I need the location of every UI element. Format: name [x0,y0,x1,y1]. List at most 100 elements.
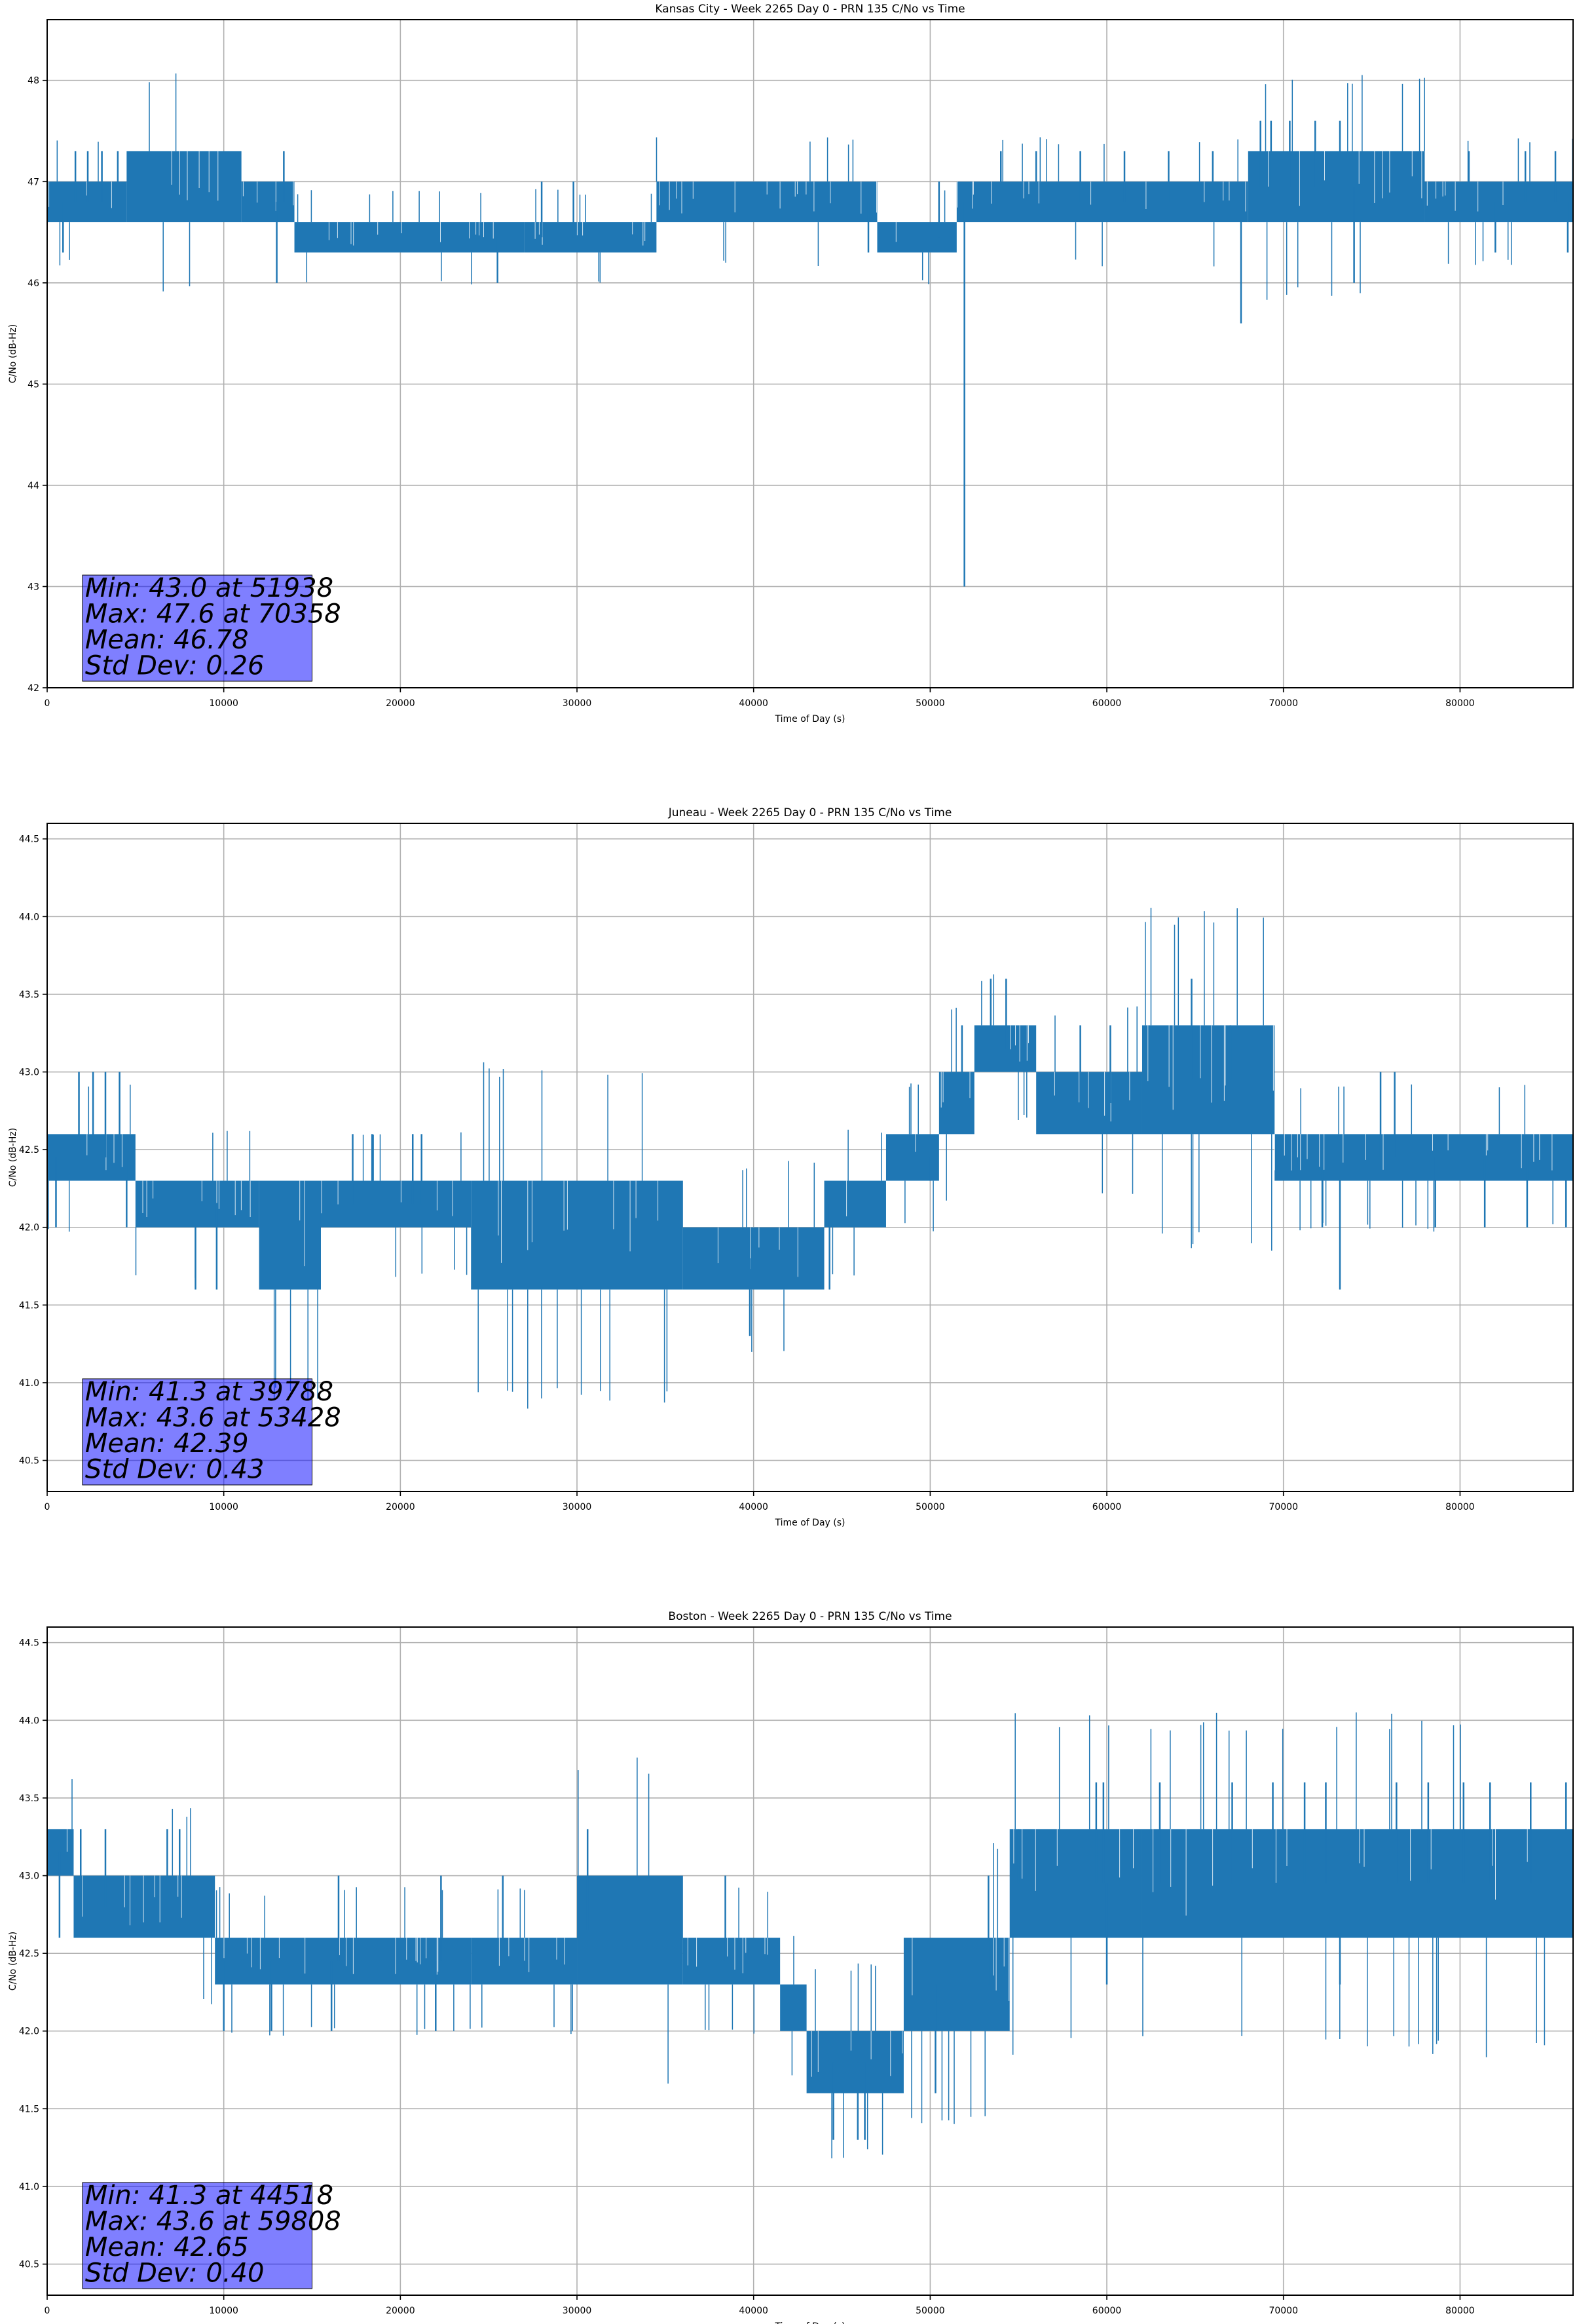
axes-frame [46,19,1574,688]
data-band [126,151,242,223]
y-tick-label: 42.0 [19,1223,39,1233]
x-tick-label: 0 [45,698,50,709]
data-band [1274,1134,1573,1181]
data-band [1141,1829,1573,1938]
x-tick-label: 0 [45,2306,50,2316]
data-texture [498,1180,659,1263]
y-tick-label: 42.5 [19,1145,39,1155]
data-texture [1153,1829,1528,1916]
data-band [1248,151,1425,223]
data-band [47,1829,74,1876]
data-band [903,1938,1010,2031]
y-tick-label: 43.5 [19,990,39,1000]
data-texture [1268,151,1422,206]
y-tick-label: 40.5 [19,1456,39,1467]
stats-box [82,574,313,682]
data-band [780,1984,807,2031]
stats-line: Std Dev: 0.26 [85,651,265,681]
data-series [47,907,1573,1409]
x-axis-label: Time of Day (s) [775,2321,845,2324]
y-tick-label: 43.0 [19,1871,39,1882]
data-texture [1054,1072,1130,1122]
x-tick-label: 10000 [209,1502,238,1512]
stats-line: Min: 43.0 at 51938 [85,573,333,603]
x-tick-label: 20000 [386,698,415,709]
data-texture [242,181,294,211]
x-tick-label: 40000 [739,2306,768,2316]
data-texture [957,181,1246,212]
stats-line: Max: 43.6 at 53428 [85,1403,341,1433]
x-tick-label: 50000 [916,1502,945,1512]
data-texture [1013,1829,1134,1891]
x-tick-label: 10000 [209,2306,238,2316]
data-texture [171,151,219,201]
data-band [1036,1072,1142,1134]
x-tick-label: 30000 [563,698,592,709]
data-texture [498,1938,565,1972]
data-texture [321,1180,453,1216]
stats-box [82,2182,313,2289]
x-axis-label: Time of Day (s) [775,714,845,724]
y-tick-label: 41.0 [19,1378,39,1389]
chart-title: Juneau - Week 2265 Day 0 - PRN 135 C/No … [668,806,952,819]
x-tick-label: 10000 [209,698,238,709]
data-band [259,1180,321,1290]
x-tick-label: 60000 [1092,2306,1122,2316]
x-tick-label: 60000 [1092,1502,1122,1512]
y-tick-label: 44.5 [19,1638,39,1649]
data-band [524,222,657,253]
x-tick-label: 50000 [916,698,945,709]
data-band [956,181,1248,223]
chart-panel: 0 10000 20000 30000 40000 50000 60000 70000 8000… [8,3,1574,724]
y-tick-label: 44.0 [19,912,39,922]
data-texture [912,1938,1010,2001]
data-band [471,1938,578,1985]
x-tick-label: 30000 [563,2306,592,2316]
data-band [682,1938,781,1985]
data-texture [1274,1134,1553,1171]
stats-line: Std Dev: 0.43 [85,1455,265,1485]
data-texture [811,2031,903,2077]
data-band [1424,181,1573,223]
y-tick-label: 43.0 [19,1068,39,1078]
data-texture [1426,181,1504,212]
stats-line: Mean: 42.65 [85,2232,249,2262]
data-band [806,2031,904,2093]
data-texture [940,1072,971,1108]
y-axis-label: C/No (dB-Hz) [8,1932,18,1991]
data-band [471,1180,683,1290]
data-band [1141,1025,1275,1134]
data-band [824,1180,886,1228]
data-texture [48,181,112,208]
y-tick-label: 43 [28,582,39,592]
stats-line: Min: 41.3 at 39788 [85,1377,333,1407]
data-band [1009,1829,1142,1938]
chart-title: Boston - Week 2265 Day 0 - PRN 135 C/No … [668,1610,952,1623]
stats-line: Std Dev: 0.40 [85,2258,265,2289]
data-band [885,1134,939,1181]
data-band [974,1025,1037,1072]
y-tick-label: 42.5 [19,1949,39,1959]
stats-line: Mean: 46.78 [85,625,249,655]
x-tick-label: 80000 [1445,698,1475,709]
y-tick-label: 41.5 [19,2104,39,2114]
axes-frame [46,1626,1574,2296]
x-tick-label: 70000 [1269,698,1298,709]
data-texture [328,222,494,246]
y-tick-label: 41.0 [19,2182,39,2192]
data-texture [659,181,877,214]
y-tick-label: 42.0 [19,2027,39,2037]
x-tick-label: 70000 [1269,1502,1298,1512]
axes-frame [46,823,1574,1492]
x-tick-label: 40000 [739,698,768,709]
x-tick-label: 40000 [739,1502,768,1512]
data-band [938,1072,974,1134]
x-tick-label: 0 [45,1502,50,1512]
y-tick-label: 41.5 [19,1300,39,1311]
chart-title: Kansas City - Week 2265 Day 0 - PRN 135 … [655,3,965,16]
chart-panel: 0 10000 20000 30000 40000 50000 60000 70000 8000… [8,1610,1574,2324]
data-texture [717,1227,798,1277]
stats-line: Max: 43.6 at 59808 [85,2207,341,2237]
x-axis-label: Time of Day (s) [775,1518,845,1528]
